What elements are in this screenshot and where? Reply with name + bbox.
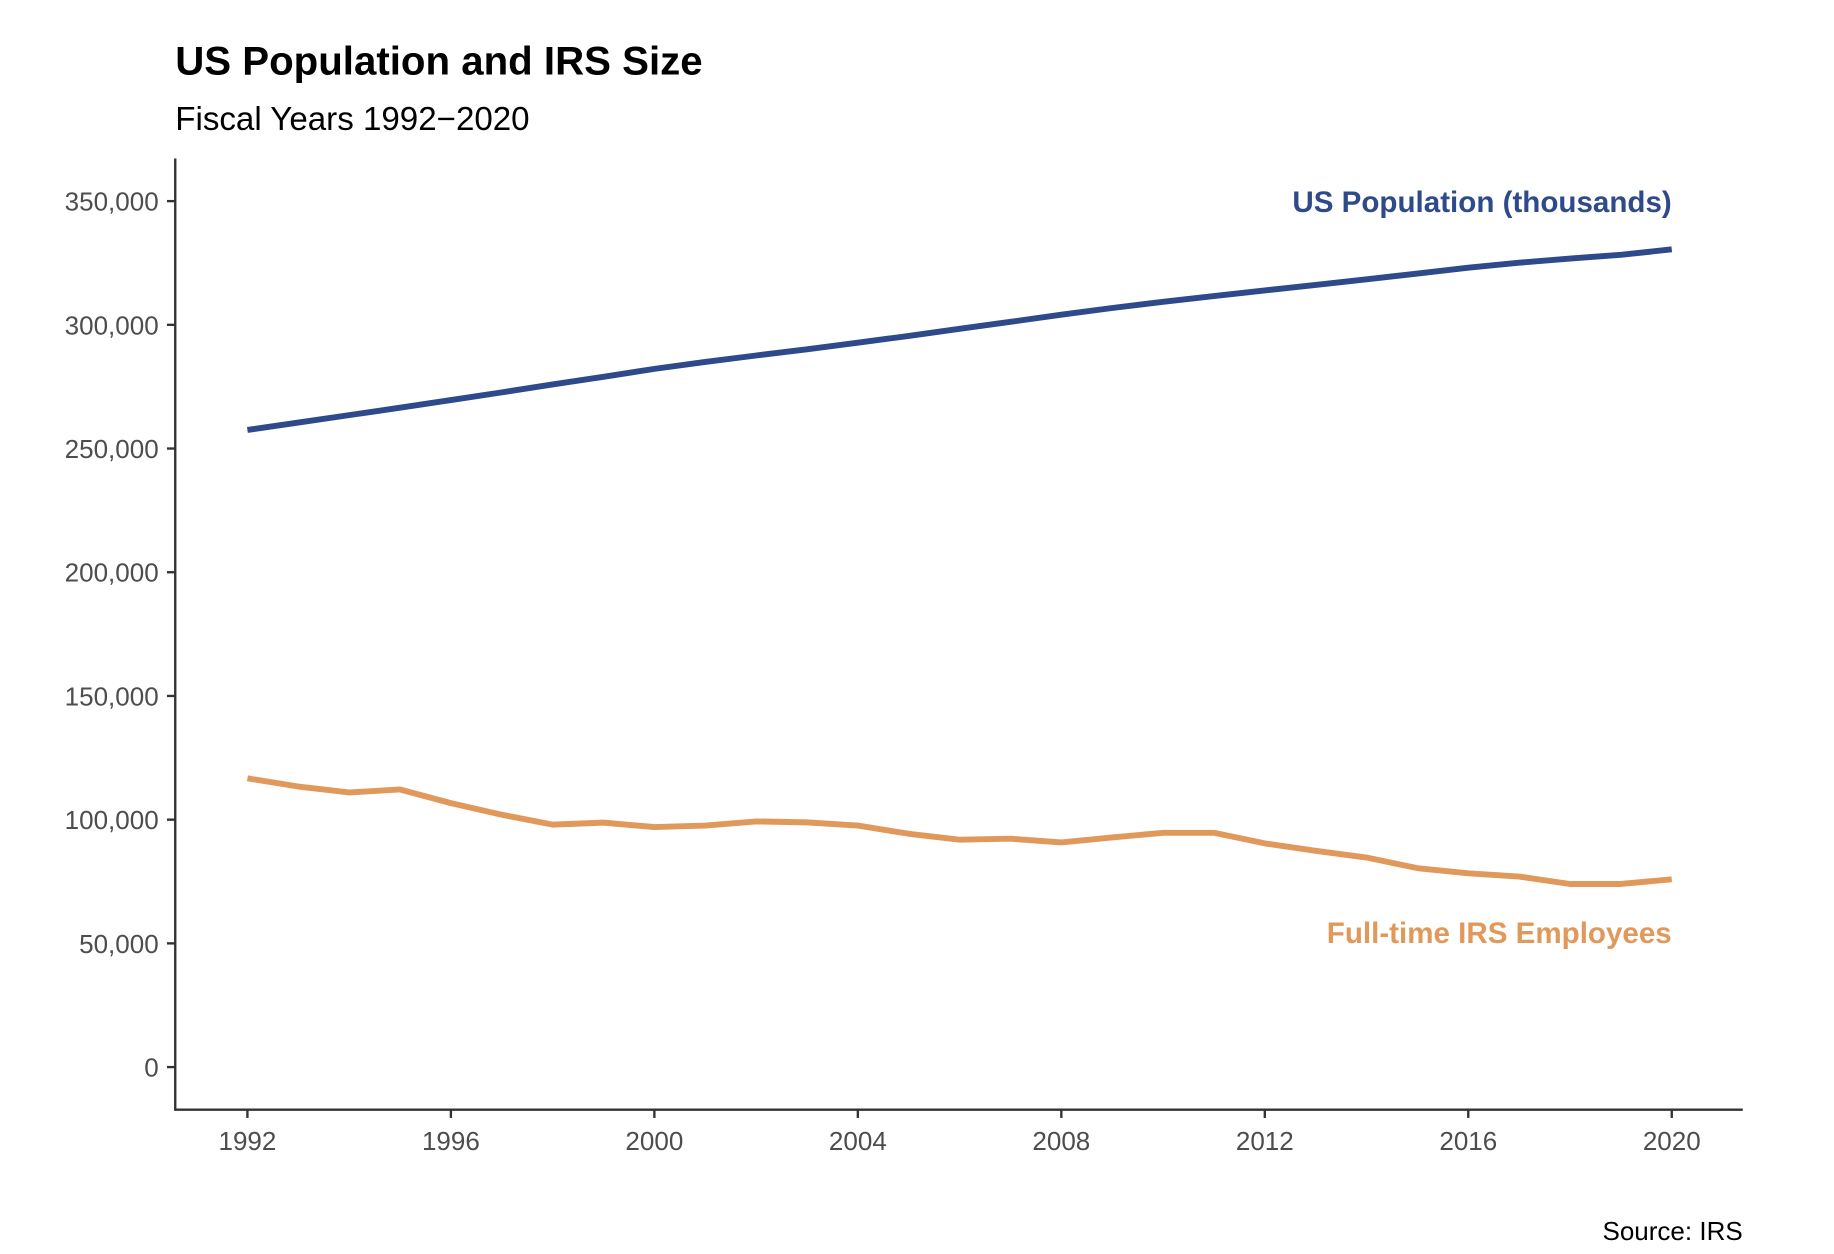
population-line [246, 246, 1673, 433]
y-tick-label: 100,000 [65, 805, 159, 835]
series-label-irs-employees: Full-time IRS Employees [1327, 917, 1672, 950]
irs-employees-line [246, 775, 1673, 887]
source-caption: Source: IRS [1602, 1216, 1742, 1246]
y-tick-label: 150,000 [65, 681, 159, 711]
chart-title: US Population and IRS Size [175, 39, 702, 84]
x-tick-label: 2004 [829, 1126, 887, 1156]
series-label-population: US Population (thousands) [1292, 186, 1671, 219]
y-tick-label: 50,000 [79, 929, 159, 959]
y-tick-label: 350,000 [65, 187, 159, 217]
x-tick-label: 2000 [625, 1126, 683, 1156]
y-tick-label: 300,000 [65, 310, 159, 340]
x-tick-label: 2008 [1032, 1126, 1090, 1156]
x-tick-label: 1996 [422, 1126, 480, 1156]
x-tick-label: 2016 [1439, 1126, 1497, 1156]
y-tick-label: 0 [144, 1053, 158, 1083]
x-tick-label: 2020 [1643, 1126, 1701, 1156]
chart-subtitle: Fiscal Years 1992−2020 [175, 101, 529, 138]
x-tick-label: 2012 [1236, 1126, 1294, 1156]
x-tick-label: 1992 [218, 1126, 276, 1156]
y-tick-label: 200,000 [65, 558, 159, 588]
y-tick-label: 250,000 [65, 434, 159, 464]
